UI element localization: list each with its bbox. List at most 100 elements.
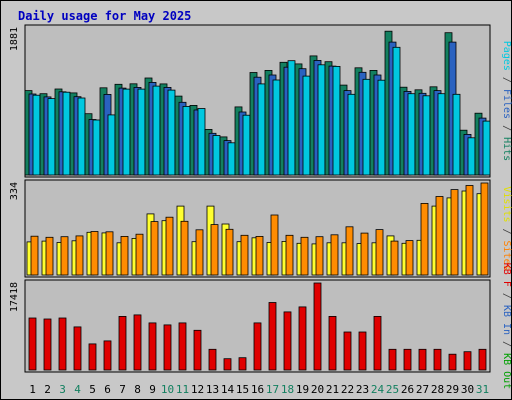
x-tick-label: 1 <box>29 383 36 396</box>
legend-part: / <box>501 222 512 240</box>
bar-pages <box>47 98 56 176</box>
bar-sites <box>285 234 294 276</box>
panel-bottom: 17418 KB F / KB In / KB Out <box>9 263 512 389</box>
bar-sites <box>225 228 234 276</box>
legend-part: KB F <box>501 263 512 287</box>
bar-sites <box>480 182 489 276</box>
x-tick-label: 27 <box>416 383 429 396</box>
bar-kb-f <box>238 357 247 371</box>
bar-kb-f <box>28 317 37 371</box>
bar-pages <box>62 91 71 176</box>
bar-pages <box>407 93 416 176</box>
bar-pages <box>122 88 131 176</box>
bar-kb-f <box>253 322 262 371</box>
bar-sites <box>105 231 114 276</box>
bar-kb-f <box>283 311 292 371</box>
bar-sites <box>240 234 249 276</box>
bar-sites <box>420 202 429 276</box>
legend-part: Files <box>501 89 512 119</box>
bar-pages <box>467 137 476 176</box>
bar-kb-f <box>298 306 307 371</box>
bar-sites <box>180 220 189 276</box>
bar-kb-f <box>178 322 187 371</box>
bar-kb-f <box>328 315 337 371</box>
x-tick-label: 30 <box>461 383 474 396</box>
bar-sites <box>165 216 174 276</box>
bar-pages <box>212 135 221 176</box>
bar-pages <box>137 88 146 176</box>
x-axis-labels: 1 2 3 4 5 6 7 8 9 10 11 12 13 14 15 16 17 18 19 20 21 22 23 24 2… <box>29 383 489 396</box>
bar-kb-f <box>148 322 157 371</box>
x-tick-label: 26 <box>401 383 414 396</box>
bar-sites <box>150 221 159 276</box>
bar-pages <box>437 93 446 176</box>
bar-sites <box>120 235 129 276</box>
bar-kb-f <box>313 282 322 371</box>
legend-part: / <box>501 335 512 353</box>
bar-sites <box>405 240 414 276</box>
bar-pages <box>362 78 371 176</box>
x-tick-label: 5 <box>89 383 96 396</box>
x-tick-label: 6 <box>104 383 111 396</box>
x-tick-label: 8 <box>134 383 141 396</box>
x-tick-label: 22 <box>341 383 354 396</box>
legend-part: KB In <box>501 305 512 335</box>
bar-kb-f <box>88 343 97 371</box>
bar-kb-f <box>103 340 112 371</box>
chart-title: Daily usage for May 2025 <box>18 9 191 23</box>
bar-kb-f <box>463 351 472 371</box>
bar-sites <box>135 233 144 276</box>
x-tick-label: 18 <box>281 383 294 396</box>
panel-legend: Visits / Sites <box>501 186 512 270</box>
legend-part: Pages <box>501 41 512 71</box>
bar-sites <box>465 185 474 276</box>
bar-pages <box>182 106 191 176</box>
bar-sites <box>435 196 444 276</box>
bar-kb-f <box>433 348 442 371</box>
bar-kb-f <box>58 317 67 371</box>
legend-part: Sites <box>501 241 512 271</box>
bar-pages <box>77 97 86 176</box>
bar-pages <box>92 119 101 176</box>
bar-pages <box>152 85 161 176</box>
x-tick-label: 16 <box>251 383 264 396</box>
legend-part: / <box>501 71 512 89</box>
bar-pages <box>347 93 356 176</box>
x-tick-label: 28 <box>431 383 444 396</box>
bar-kb-f <box>373 315 382 371</box>
bar-kb-f <box>448 353 457 371</box>
legend-part: Visits <box>501 186 512 222</box>
x-tick-label: 21 <box>326 383 339 396</box>
x-tick-label: 11 <box>176 383 189 396</box>
bar-sites <box>30 235 39 276</box>
bar-kb-f <box>418 348 427 371</box>
bar-pages <box>392 46 401 176</box>
bar-sites <box>330 234 339 276</box>
bar-kb-f <box>478 348 487 371</box>
bar-pages <box>197 108 206 176</box>
x-tick-label: 14 <box>221 383 235 396</box>
bar-kb-f <box>358 331 367 371</box>
panel-max-label: 334 <box>9 182 20 200</box>
x-tick-label: 24 <box>371 383 385 396</box>
bar-kb-f <box>343 331 352 371</box>
bar-pages <box>317 64 326 176</box>
bar-sites <box>450 189 459 276</box>
legend-part: Hits <box>501 137 512 161</box>
x-tick-label: 19 <box>296 383 309 396</box>
x-tick-label: 25 <box>386 383 399 396</box>
bar-sites <box>375 229 384 276</box>
bar-pages <box>257 83 266 176</box>
panel-legend: KB F / KB In / KB Out <box>501 263 512 389</box>
bar-kb-f <box>43 318 52 371</box>
bar-pages <box>227 142 236 176</box>
bar-kb-f <box>118 315 127 371</box>
bar-kb-f <box>133 314 142 371</box>
x-tick-label: 10 <box>161 383 174 396</box>
bar-sites <box>360 232 369 276</box>
legend-part: KB Out <box>501 353 512 389</box>
x-tick-label: 23 <box>356 383 369 396</box>
bar-kb-f <box>403 348 412 371</box>
bar-kb-f <box>193 329 202 371</box>
